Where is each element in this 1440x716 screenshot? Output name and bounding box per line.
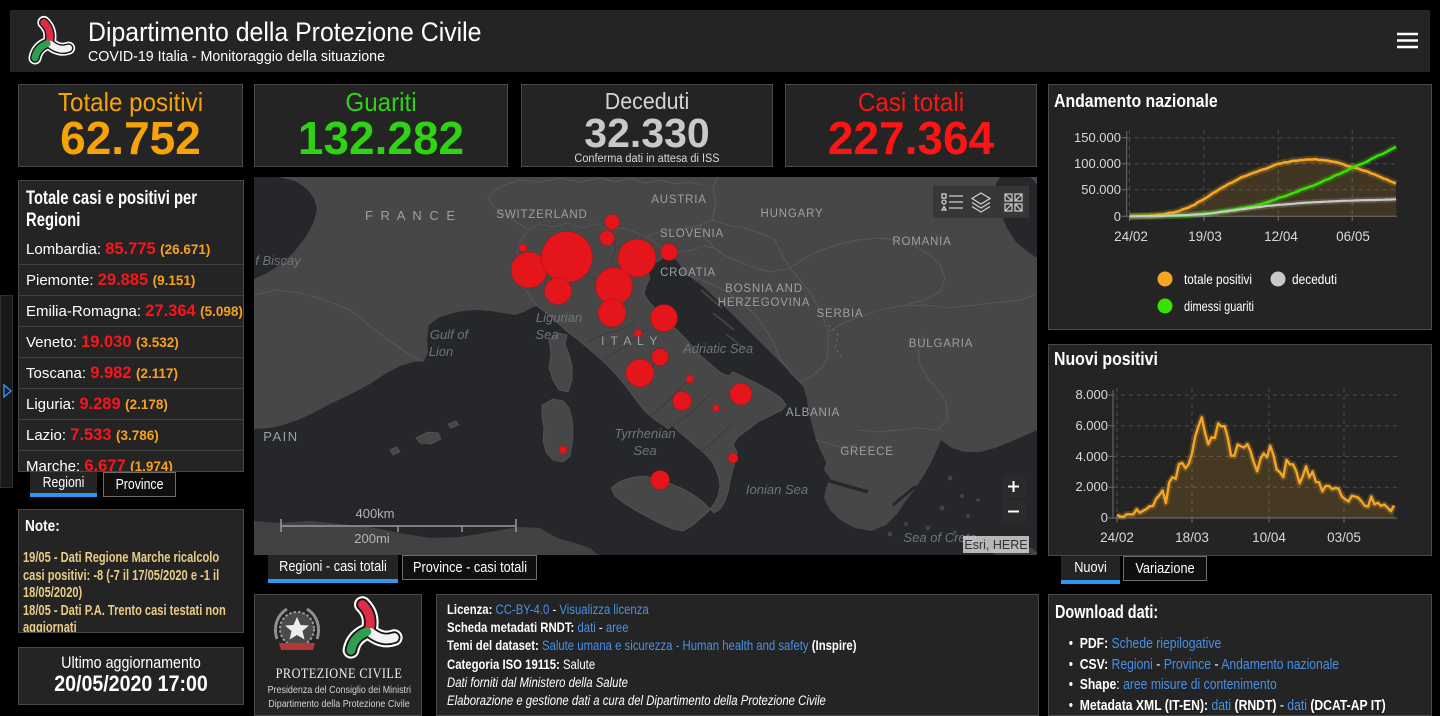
svg-text:03/05: 03/05	[1327, 530, 1361, 545]
svg-text:f Biscay: f Biscay	[255, 253, 302, 268]
svg-text:I T A L Y: I T A L Y	[601, 334, 659, 348]
svg-text:06/05: 06/05	[1336, 229, 1370, 244]
svg-text:SLOVENIA: SLOVENIA	[660, 228, 724, 240]
svg-text:200mi: 200mi	[354, 531, 390, 546]
svg-text:Sea: Sea	[633, 443, 656, 458]
svg-text:BULGARIA: BULGARIA	[909, 338, 974, 350]
svg-text:8.000: 8.000	[1075, 387, 1108, 402]
svg-text:150.000: 150.000	[1074, 130, 1121, 145]
svg-text:totale positivi: totale positivi	[1184, 271, 1252, 287]
svg-text:24/02: 24/02	[1114, 229, 1148, 244]
svg-text:100.000: 100.000	[1074, 156, 1121, 171]
svg-text:CROATIA: CROATIA	[660, 267, 716, 279]
svg-text:4.000: 4.000	[1075, 449, 1108, 464]
svg-text:PAIN: PAIN	[263, 429, 298, 444]
svg-text:F R A N C E: F R A N C E	[365, 208, 457, 223]
svg-text:0: 0	[1101, 510, 1108, 525]
svg-text:SWITZERLAND: SWITZERLAND	[496, 209, 587, 221]
svg-text:Lion: Lion	[429, 344, 454, 359]
svg-text:ROMANIA: ROMANIA	[892, 236, 951, 248]
svg-text:Ionian Sea: Ionian Sea	[746, 482, 808, 497]
svg-text:ALBANIA: ALBANIA	[786, 407, 840, 419]
svg-text:6.000: 6.000	[1075, 418, 1108, 433]
svg-text:0: 0	[1114, 209, 1121, 224]
svg-text:Tyrrhenian: Tyrrhenian	[614, 426, 675, 441]
svg-text:BOSNIA AND: BOSNIA AND	[725, 283, 803, 295]
svg-text:Sea of Crete: Sea of Crete	[904, 530, 977, 545]
svg-text:Adriatic Sea: Adriatic Sea	[682, 341, 753, 356]
svg-text:Gulf of: Gulf of	[430, 327, 470, 342]
svg-text:HERZEGOVINA: HERZEGOVINA	[718, 297, 811, 309]
svg-text:400km: 400km	[355, 506, 394, 521]
svg-text:Sea: Sea	[535, 327, 558, 342]
svg-text:2.000: 2.000	[1075, 479, 1108, 494]
svg-text:12/04: 12/04	[1264, 229, 1298, 244]
svg-text:18/03: 18/03	[1175, 530, 1209, 545]
svg-text:Esri, HERE: Esri, HERE	[964, 538, 1027, 552]
svg-text:24/02: 24/02	[1100, 530, 1134, 545]
svg-text:deceduti: deceduti	[1292, 271, 1337, 287]
svg-text:GREECE: GREECE	[840, 446, 893, 458]
svg-text:10/04: 10/04	[1252, 530, 1286, 545]
svg-text:50.000: 50.000	[1081, 182, 1121, 197]
svg-text:19/03: 19/03	[1188, 229, 1222, 244]
svg-text:Ligurian: Ligurian	[536, 310, 582, 325]
svg-text:SERBIA: SERBIA	[817, 308, 864, 320]
svg-text:AUSTRIA: AUSTRIA	[651, 194, 706, 206]
svg-text:dimessi guariti: dimessi guariti	[1184, 298, 1254, 314]
svg-text:HUNGARY: HUNGARY	[761, 208, 824, 220]
